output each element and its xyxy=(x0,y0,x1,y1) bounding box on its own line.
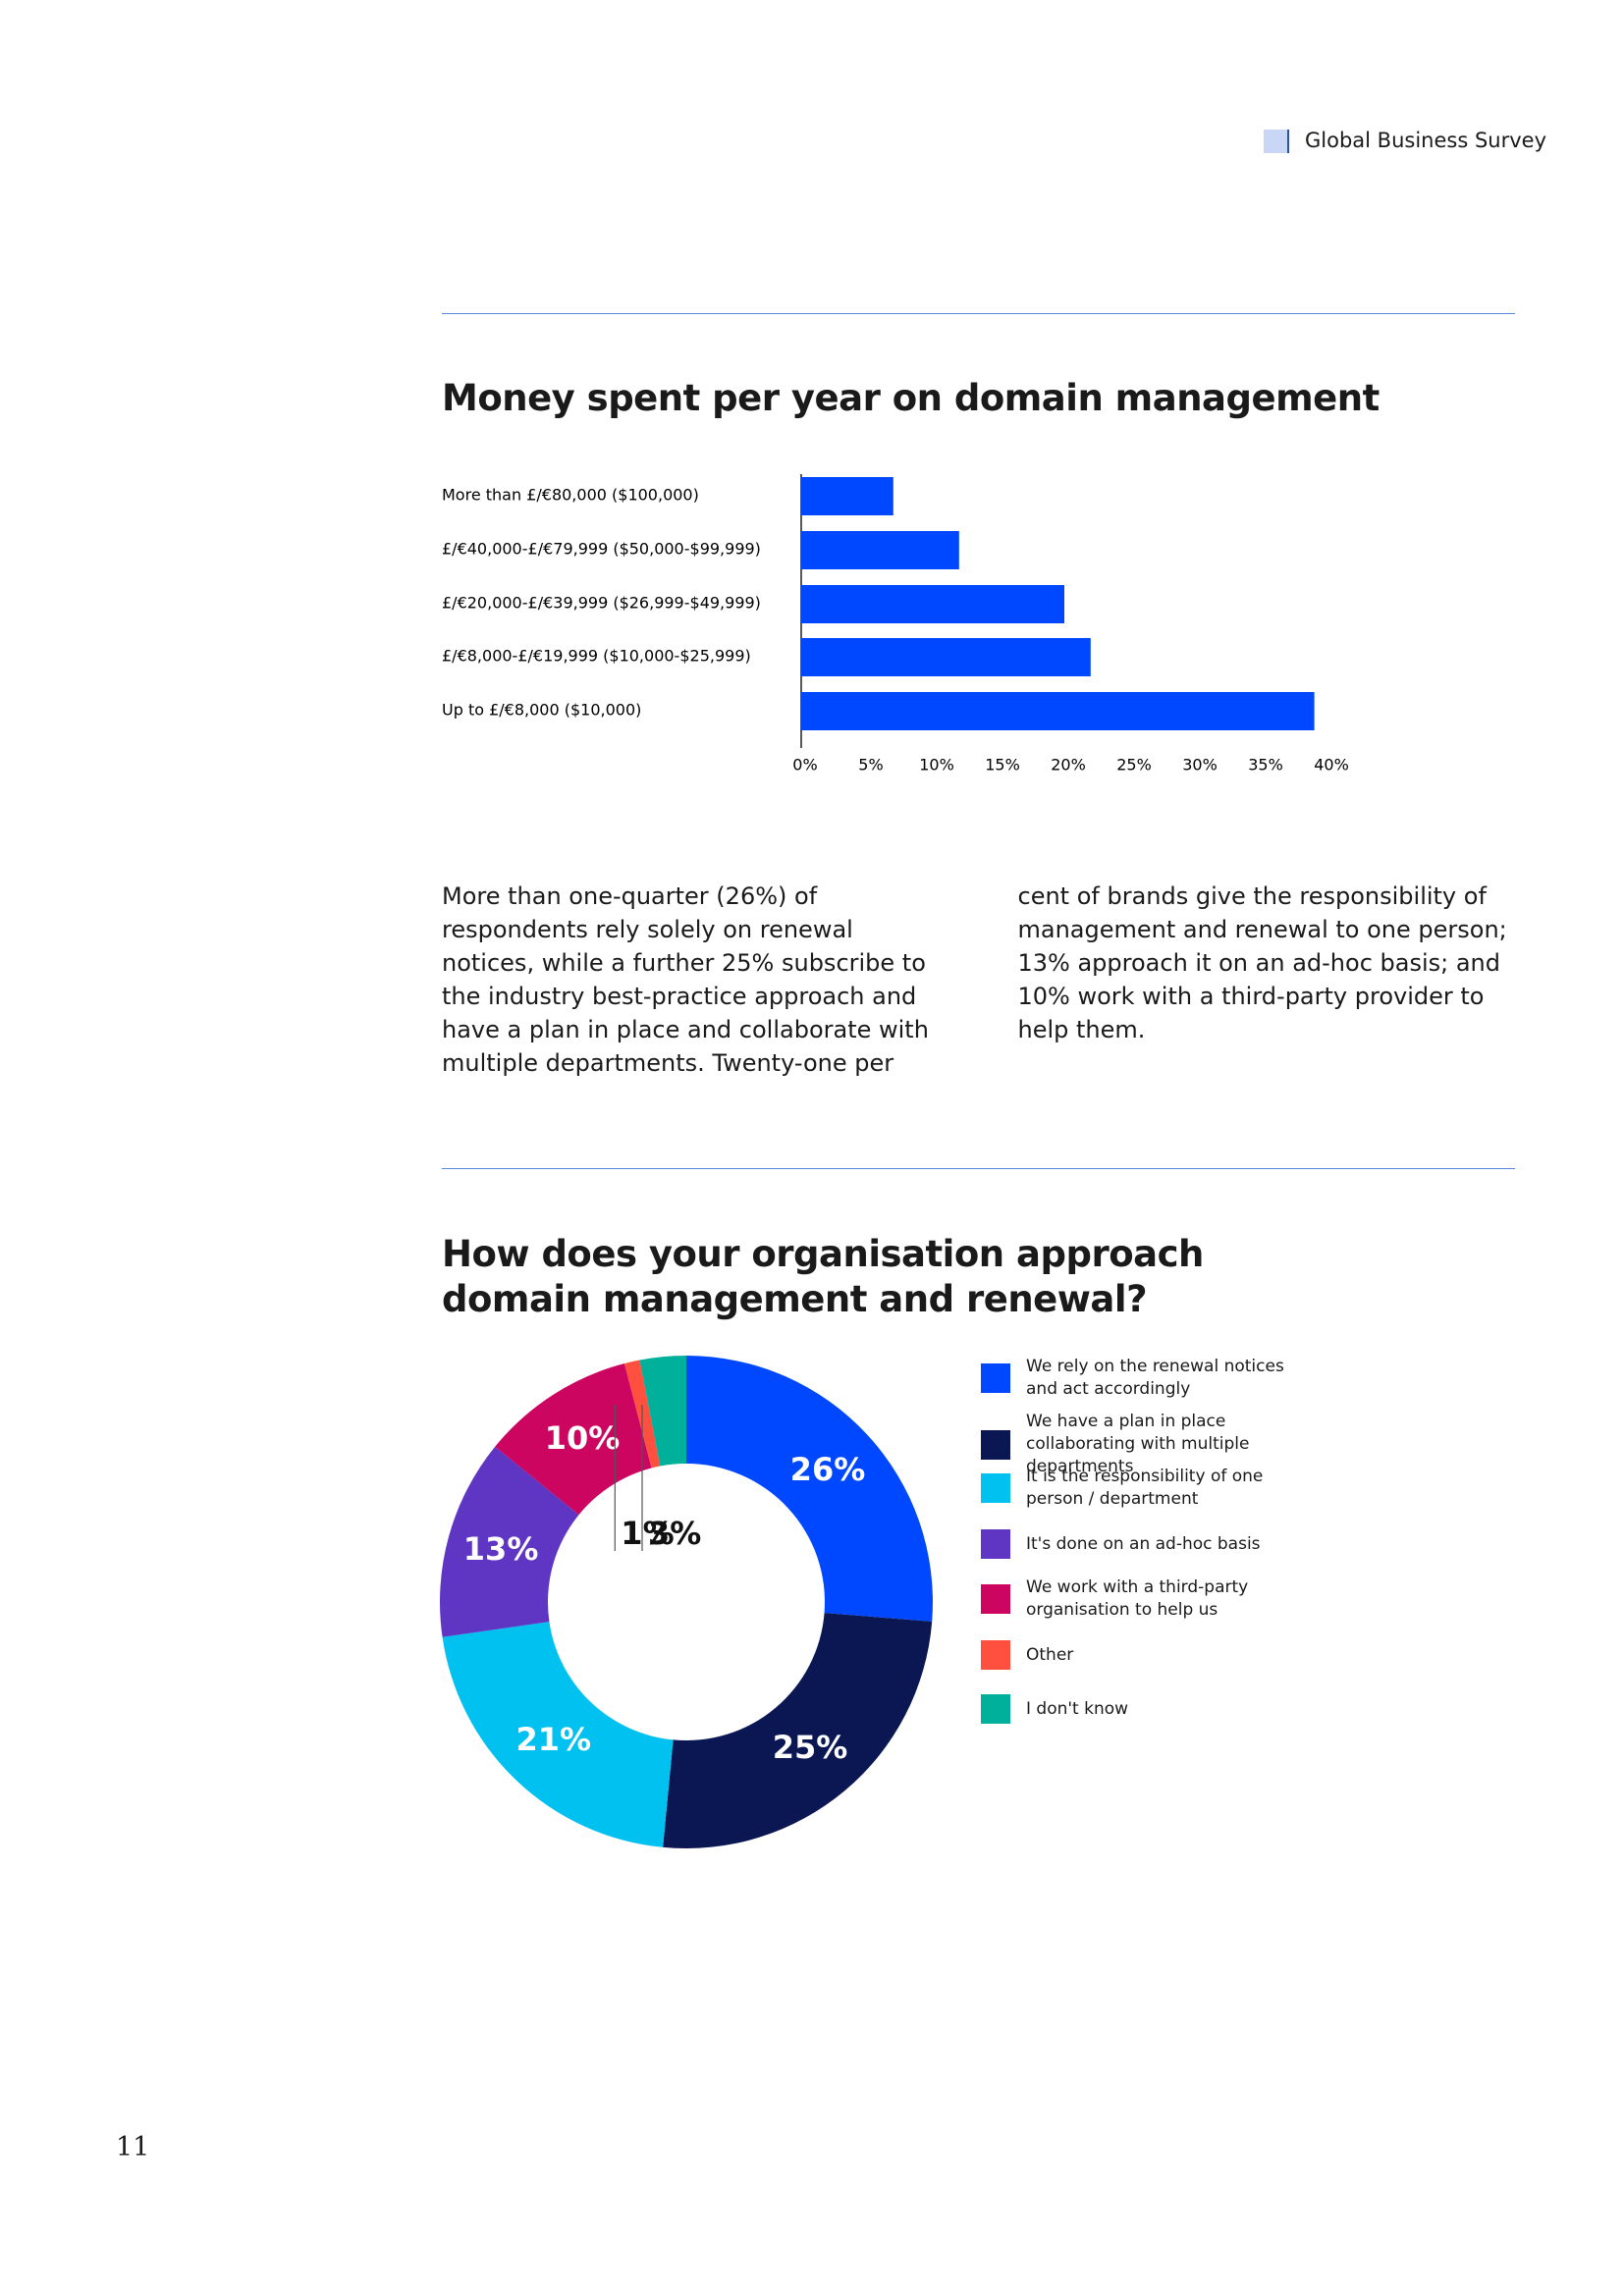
y-tick-label: £/€8,000-£/€19,999 ($10,000-$25,999) xyxy=(442,647,751,666)
bar xyxy=(801,692,1315,730)
x-tick-label: 20% xyxy=(1051,756,1086,774)
chart-title: Money spent per year on domain managemen… xyxy=(442,377,1380,419)
page-number: 11 xyxy=(116,2132,150,2163)
legend-label: We have a plan in place collaborating wi… xyxy=(1026,1412,1250,1476)
legend-label: We work with a third-party organisation … xyxy=(1026,1577,1249,1620)
legend-label: We rely on the renewal notices and act a… xyxy=(1026,1357,1284,1399)
donut-slice xyxy=(442,1622,674,1847)
legend-swatch xyxy=(981,1640,1010,1670)
divider xyxy=(442,1168,1515,1169)
donut-chart: 26% 25% 21% 13% 10% 1%3% xyxy=(439,1356,933,1848)
data-label: 3% xyxy=(648,1515,701,1552)
chart-title: How does your organisation approach doma… xyxy=(442,1233,1204,1320)
legend-item: We work with a third-party organisation … xyxy=(981,1576,1321,1622)
x-tick-label: 0% xyxy=(792,756,817,774)
data-label: 21% xyxy=(515,1721,591,1758)
bar-chart: 0% 5% 10% 15% 20% 25% 30% 35% 40% More than £/€80… xyxy=(442,474,1349,774)
legend-item: I don't know xyxy=(981,1694,1321,1724)
data-label: 1% xyxy=(621,1515,674,1552)
legend-swatch xyxy=(981,1694,1010,1724)
x-tick-label: 5% xyxy=(858,756,883,774)
donut-slice xyxy=(495,1363,652,1516)
legend-label: I don't know xyxy=(1026,1698,1129,1719)
bar xyxy=(801,531,959,569)
y-tick-label: More than £/€80,000 ($100,000) xyxy=(442,486,699,505)
y-tick-label: £/€40,000-£/€79,999 ($50,000-$99,999) xyxy=(442,540,761,559)
data-label: 26% xyxy=(790,1451,866,1488)
legend-swatch xyxy=(981,1529,1010,1559)
divider xyxy=(442,313,1515,314)
legend-label: It is the responsibility of one person /… xyxy=(1026,1467,1264,1509)
legend-item: We have a plan in place collaborating wi… xyxy=(981,1411,1321,1478)
bar xyxy=(801,477,893,515)
y-tick-label: £/€20,000-£/€39,999 ($26,999-$49,999) xyxy=(442,594,761,613)
header-icon xyxy=(1264,130,1289,153)
bar xyxy=(801,638,1091,676)
header-title: Global Business Survey xyxy=(1305,129,1546,152)
donut-slice xyxy=(686,1356,933,1622)
legend-swatch xyxy=(981,1584,1010,1614)
data-label: 10% xyxy=(545,1419,621,1457)
x-tick-label: 30% xyxy=(1182,756,1218,774)
x-tick-label: 35% xyxy=(1248,756,1283,774)
legend-swatch xyxy=(981,1473,1010,1503)
data-label: 25% xyxy=(773,1729,848,1766)
bar xyxy=(801,585,1064,623)
donut-slice xyxy=(639,1356,686,1467)
body-text: More than one-quarter (26%) of responden… xyxy=(442,882,1507,1077)
x-tick-label: 40% xyxy=(1314,756,1349,774)
legend-item: It's done on an ad-hoc basis xyxy=(981,1529,1321,1559)
x-tick-label: 10% xyxy=(919,756,954,774)
legend-label: It's done on an ad-hoc basis xyxy=(1026,1533,1261,1554)
y-tick-label: Up to £/€8,000 ($10,000) xyxy=(442,701,641,720)
legend-swatch xyxy=(981,1429,1010,1460)
donut-slice xyxy=(439,1446,579,1637)
donut-slice xyxy=(663,1613,933,1848)
x-tick-label: 25% xyxy=(1116,756,1152,774)
x-tick-label: 15% xyxy=(985,756,1020,774)
legend-item: We rely on the renewal notices and act a… xyxy=(981,1356,1321,1401)
legend-item: It is the responsibility of one person /… xyxy=(981,1466,1321,1511)
legend-label: Other xyxy=(1026,1644,1074,1665)
legend-swatch xyxy=(981,1363,1010,1393)
legend-item: Other xyxy=(981,1640,1321,1670)
data-label: 13% xyxy=(463,1530,539,1568)
